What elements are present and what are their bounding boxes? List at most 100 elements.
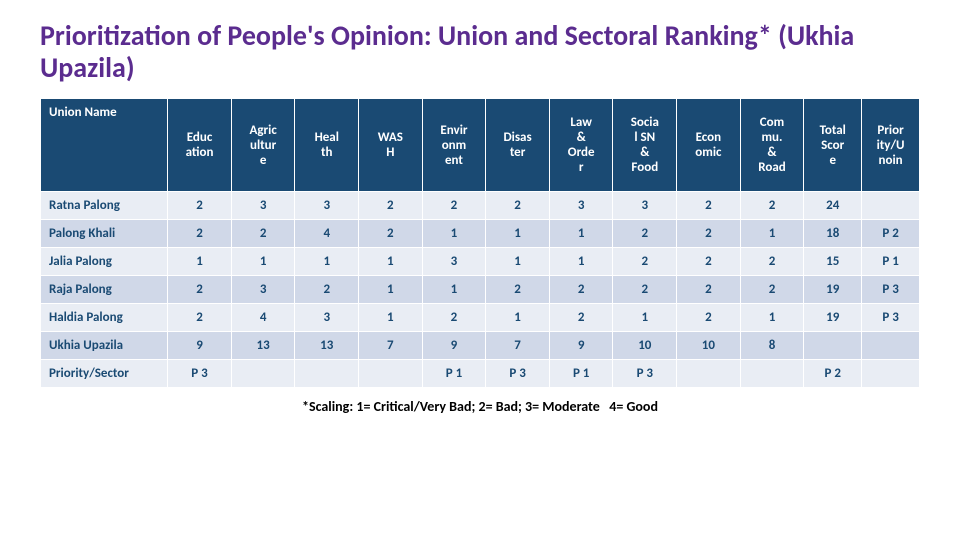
cell: 1 [740, 220, 804, 248]
cell [231, 360, 295, 388]
cell: 2 [677, 276, 741, 304]
cell: 1 [231, 248, 295, 276]
col-header: Health [295, 99, 359, 192]
cell: 3 [613, 192, 677, 220]
cell: P 3 [613, 360, 677, 388]
cell: 24 [804, 192, 862, 220]
col-header: Economic [677, 99, 741, 192]
table-row: Raja Palong232112222219P 3 [41, 276, 920, 304]
cell: 2 [359, 192, 423, 220]
cell: 1 [549, 248, 613, 276]
cell: 2 [549, 276, 613, 304]
cell: 1 [359, 304, 423, 332]
cell: 2 [168, 276, 232, 304]
col-header: Commu.&Road [740, 99, 804, 192]
cell: 10 [677, 332, 741, 360]
col-header: Agriculture [231, 99, 295, 192]
cell: Ratna Palong [41, 192, 168, 220]
col-header: Priority/Unoin [862, 99, 920, 192]
cell: 2 [486, 276, 550, 304]
cell: P 3 [862, 276, 920, 304]
cell: 1 [486, 220, 550, 248]
cell [862, 360, 920, 388]
table-row: Ratna Palong233222332224 [41, 192, 920, 220]
cell: 13 [231, 332, 295, 360]
cell: 3 [295, 192, 359, 220]
cell: Priority/Sector [41, 360, 168, 388]
col-header: Social SN&Food [613, 99, 677, 192]
cell: 7 [359, 332, 423, 360]
cell: Jalia Palong [41, 248, 168, 276]
cell: 1 [740, 304, 804, 332]
cell: 3 [422, 248, 486, 276]
cell: 19 [804, 276, 862, 304]
cell: 10 [613, 332, 677, 360]
col-header: Education [168, 99, 232, 192]
cell: 1 [422, 220, 486, 248]
col-header: Environment [422, 99, 486, 192]
cell: P 1 [862, 248, 920, 276]
cell [677, 360, 741, 388]
cell: Ukhia Upazila [41, 332, 168, 360]
cell: 1 [486, 248, 550, 276]
cell: Haldia Palong [41, 304, 168, 332]
cell: 8 [740, 332, 804, 360]
cell: P 3 [168, 360, 232, 388]
cell: 1 [168, 248, 232, 276]
col-header: WASH [359, 99, 423, 192]
cell: P 3 [862, 304, 920, 332]
page-title: Prioritization of People's Opinion: Unio… [40, 20, 920, 84]
col-header: Law&Order [549, 99, 613, 192]
cell: 19 [804, 304, 862, 332]
cell: 2 [168, 304, 232, 332]
cell: 2 [677, 192, 741, 220]
cell: 3 [231, 192, 295, 220]
cell: 4 [231, 304, 295, 332]
cell: 7 [486, 332, 550, 360]
cell: P 1 [422, 360, 486, 388]
cell: 2 [740, 192, 804, 220]
cell [862, 192, 920, 220]
table-row: Palong Khali224211122118P 2 [41, 220, 920, 248]
cell: 2 [740, 276, 804, 304]
cell: 2 [677, 304, 741, 332]
cell: 2 [359, 220, 423, 248]
cell [359, 360, 423, 388]
cell [295, 360, 359, 388]
cell: 3 [549, 192, 613, 220]
cell: 4 [295, 220, 359, 248]
cell: 2 [677, 248, 741, 276]
cell: Palong Khali [41, 220, 168, 248]
cell: P 1 [549, 360, 613, 388]
cell: 3 [231, 276, 295, 304]
cell: 9 [422, 332, 486, 360]
col-header: Union Name [41, 99, 168, 192]
cell: 2 [677, 220, 741, 248]
cell [804, 332, 862, 360]
cell: P 3 [486, 360, 550, 388]
cell: 1 [359, 248, 423, 276]
cell: 2 [740, 248, 804, 276]
cell: 2 [613, 248, 677, 276]
cell: 1 [549, 220, 613, 248]
cell: 1 [359, 276, 423, 304]
footnote: *Scaling: 1= Critical/Very Bad; 2= Bad; … [40, 398, 920, 415]
cell [740, 360, 804, 388]
table-row: Haldia Palong243121212119P 3 [41, 304, 920, 332]
cell: 2 [422, 304, 486, 332]
table-row: Priority/SectorP 3P 1P 3P 1P 3P 2 [41, 360, 920, 388]
cell: 1 [613, 304, 677, 332]
cell: 2 [168, 192, 232, 220]
col-header: TotalScore [804, 99, 862, 192]
cell: 9 [168, 332, 232, 360]
cell: 2 [422, 192, 486, 220]
cell: 9 [549, 332, 613, 360]
cell: 3 [295, 304, 359, 332]
cell: 1 [422, 276, 486, 304]
cell: 2 [486, 192, 550, 220]
cell: 1 [486, 304, 550, 332]
cell: 2 [613, 220, 677, 248]
cell: 2 [295, 276, 359, 304]
table-row: Ukhia Upazila91313797910108 [41, 332, 920, 360]
cell: 13 [295, 332, 359, 360]
